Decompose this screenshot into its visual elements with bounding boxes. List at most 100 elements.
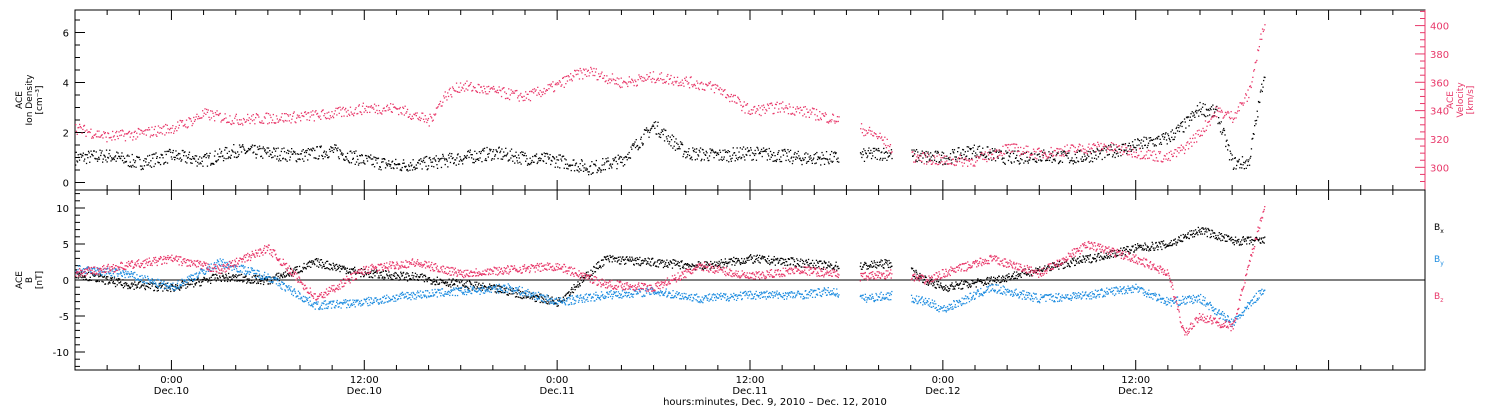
Bx-point — [201, 281, 203, 283]
ion-density-point — [809, 158, 811, 160]
ion-density-point — [865, 153, 867, 155]
velocity-point — [887, 145, 889, 147]
Bx-point — [499, 285, 501, 287]
Bx-point — [652, 264, 654, 266]
velocity-point — [154, 125, 156, 128]
ion-density-point — [102, 158, 104, 160]
ion-density-point — [991, 148, 993, 150]
velocity-point — [426, 121, 428, 124]
velocity-point — [359, 111, 361, 113]
ion-density-point — [450, 155, 452, 157]
velocity-point — [80, 127, 82, 129]
velocity-point — [1209, 124, 1211, 126]
ion-density-point — [654, 121, 657, 123]
velocity-point — [1251, 81, 1253, 83]
velocity-point — [423, 121, 426, 123]
ion-density-point — [215, 160, 217, 162]
Bx-point — [219, 275, 221, 277]
Bx-point — [648, 263, 650, 265]
velocity-point — [214, 120, 216, 122]
ion-density-point — [197, 161, 199, 164]
ion-density-point — [721, 156, 723, 158]
ion-density-point — [1075, 161, 1077, 164]
ion-density-point — [991, 159, 993, 161]
Bx-point — [757, 259, 759, 262]
Bx-point — [460, 281, 463, 283]
velocity-point — [659, 73, 661, 75]
velocity-point — [651, 81, 653, 83]
ion-density-point — [774, 155, 776, 157]
ion-density-point — [332, 151, 335, 153]
ion-density-point — [988, 151, 990, 153]
velocity-point — [144, 129, 147, 131]
ion-density-point — [1064, 152, 1066, 154]
velocity-point — [1130, 153, 1133, 156]
ion-density-point — [1230, 159, 1233, 161]
Bx-point — [189, 283, 192, 285]
velocity-point — [958, 160, 961, 163]
legend-main: B — [1434, 223, 1440, 233]
ion-density-point — [150, 160, 152, 162]
Bx-point — [488, 287, 490, 289]
velocity-point — [521, 96, 524, 98]
Bx-point — [232, 274, 234, 276]
velocity-point — [111, 139, 113, 141]
ion-density-point — [793, 156, 795, 158]
Bx-point — [706, 262, 708, 264]
ion-density-point — [113, 158, 115, 161]
Bx-point — [135, 284, 137, 286]
Bx-point — [126, 285, 129, 287]
Bx-point — [402, 272, 404, 274]
ion-density-point — [368, 156, 370, 158]
Bx-point — [463, 285, 465, 287]
velocity-point — [1250, 86, 1252, 89]
Bx-point — [646, 262, 648, 264]
velocity-point — [503, 87, 505, 89]
Bx-point — [778, 261, 780, 263]
ion-density-point — [714, 152, 716, 154]
ion-density-point — [330, 146, 332, 148]
ion-density-point — [379, 166, 381, 168]
velocity-point — [238, 119, 241, 121]
velocity-point — [282, 120, 284, 122]
ion-density-point — [836, 158, 838, 160]
velocity-point — [650, 78, 652, 81]
Bx-point — [480, 284, 482, 286]
Bx-point — [1004, 280, 1006, 282]
ion-density-point — [1149, 137, 1152, 139]
ion-density-point — [392, 167, 394, 169]
Bx-point — [539, 293, 541, 295]
velocity-point — [890, 152, 892, 154]
velocity-point — [321, 109, 323, 112]
ion-density-point — [1205, 115, 1207, 118]
ion-density-point — [585, 167, 587, 169]
velocity-point — [361, 113, 363, 116]
ion-density-point — [1002, 161, 1004, 163]
Bx-point — [289, 267, 292, 269]
ion-density-point — [444, 159, 446, 161]
velocity-point — [944, 161, 946, 163]
Bx-point — [498, 285, 500, 287]
velocity-point — [1124, 144, 1126, 146]
ion-density-point — [598, 167, 601, 169]
velocity-point — [1249, 85, 1251, 88]
velocity-point — [1077, 146, 1080, 148]
ion-density-point — [1210, 109, 1212, 111]
ion-density-point — [411, 169, 414, 171]
Bx-point — [660, 262, 662, 264]
velocity-point — [670, 74, 672, 77]
ion-density-point — [1029, 159, 1031, 161]
Bx-point — [614, 260, 616, 262]
ion-density-point — [1085, 158, 1087, 160]
ion-density-point — [525, 155, 527, 157]
Bx-point — [981, 282, 983, 284]
Bx-point — [870, 260, 873, 263]
velocity-point — [418, 118, 420, 121]
Bx-point — [456, 285, 459, 287]
Bx-point — [438, 283, 440, 285]
ion-density-point — [468, 156, 470, 159]
ion-density-point — [283, 147, 285, 149]
velocity-point — [687, 83, 689, 85]
velocity-point — [758, 113, 761, 116]
ion-density-point — [670, 139, 673, 141]
